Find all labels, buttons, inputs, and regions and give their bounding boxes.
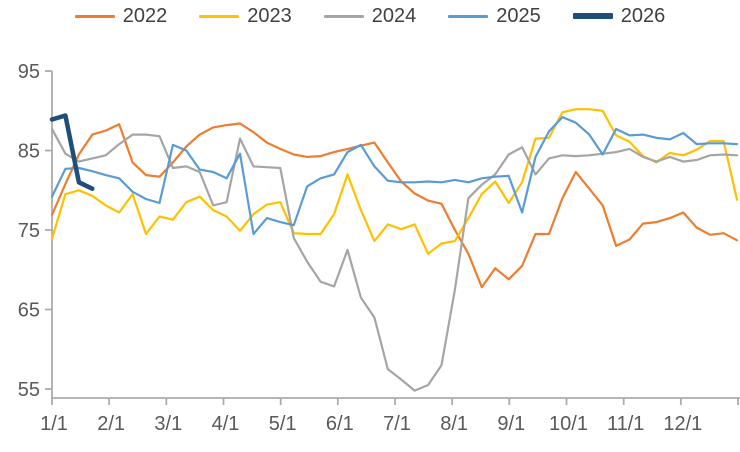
legend-item-2025: 2025 — [448, 6, 541, 26]
series-line-2025 — [50, 115, 739, 236]
x-tick-label: 1/1 — [40, 413, 68, 435]
x-tick-label: 8/1 — [440, 413, 468, 435]
y-tick-label: 75 — [18, 220, 40, 242]
x-tick-label: 12/1 — [663, 413, 702, 435]
legend-swatch-2022 — [74, 14, 115, 18]
legend-item-2023: 2023 — [199, 6, 292, 26]
x-tick-label: 2/1 — [97, 413, 125, 435]
y-tick-label: 95 — [18, 61, 40, 83]
series-line-2024 — [50, 127, 739, 392]
legend-swatch-2024 — [323, 14, 364, 18]
x-tick-label: 6/1 — [326, 413, 354, 435]
y-tick-label: 85 — [18, 141, 40, 163]
series-line-2023 — [50, 108, 739, 255]
x-tick-label: 9/1 — [497, 413, 525, 435]
legend-label-2025: 2025 — [496, 5, 541, 27]
legend-swatch-2026 — [572, 13, 613, 19]
x-tick-label: 7/1 — [383, 413, 411, 435]
legend-label-2022: 2022 — [122, 5, 168, 27]
x-tick-label: 5/1 — [269, 413, 297, 435]
x-tick-label: 3/1 — [154, 413, 182, 435]
y-tick-label: 65 — [18, 300, 40, 322]
legend-item-2022: 2022 — [74, 5, 168, 27]
legend-label-2023: 2023 — [247, 5, 292, 27]
series-line-2026 — [49, 113, 95, 191]
x-tick-label: 11/1 — [607, 413, 644, 435]
x-tick-label: 4/1 — [212, 413, 240, 435]
legend-swatch-2023 — [199, 14, 240, 18]
legend-item-2026: 2026 — [572, 5, 666, 27]
y-tick-label: 55 — [18, 379, 40, 401]
legend-swatch-2025 — [448, 14, 489, 18]
chart-legend: 2022 2023 2024 2025 2026 — [0, 6, 740, 26]
legend-label-2026: 2026 — [620, 5, 666, 27]
legend-label-2024: 2024 — [371, 5, 417, 27]
x-tick-label: 10/1 — [549, 413, 588, 435]
legend-item-2024: 2024 — [323, 5, 417, 27]
